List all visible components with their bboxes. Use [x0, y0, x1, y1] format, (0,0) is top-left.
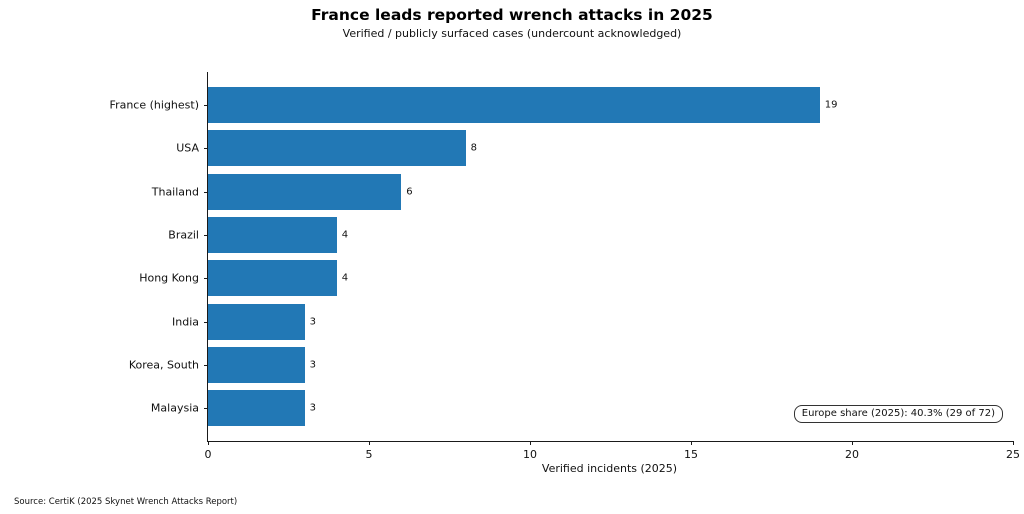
bar-row: Thailand 6: [152, 173, 1013, 210]
bar-row: Korea, South 3: [129, 346, 1013, 383]
y-axis-tick: [204, 321, 208, 323]
chart-title: France leads reported wrench attacks in …: [311, 6, 713, 24]
x-axis-label: Verified incidents (2025): [541, 462, 678, 475]
bar: [208, 260, 337, 297]
bar: [208, 216, 337, 253]
y-axis-tick: [204, 364, 208, 366]
bar-value-label: 4: [341, 272, 349, 284]
source-note: Source: CertiK (2025 Skynet Wrench Attac…: [14, 497, 238, 507]
bar: [208, 173, 402, 210]
y-axis-tick: [204, 191, 208, 193]
category-label: Thailand: [151, 185, 199, 199]
x-axis-tick: [852, 441, 854, 445]
bar-value-label: 3: [309, 359, 316, 371]
bar-value-label: 19: [824, 99, 838, 111]
x-tick-label: 0: [204, 448, 212, 461]
x-tick-label: 20: [845, 448, 859, 461]
category-label: Hong Kong: [139, 271, 199, 285]
y-axis-tick: [204, 234, 208, 237]
x-tick-label: 15: [684, 448, 698, 461]
x-axis-tick: [1013, 441, 1015, 445]
x-axis-tick: [369, 441, 371, 445]
bar-value-label: 4: [341, 229, 349, 241]
category-label: Malaysia: [150, 401, 199, 415]
x-tick-label: 10: [523, 448, 537, 461]
x-tick-label: 25: [1006, 448, 1020, 461]
bar-row: France (highest) 19: [110, 87, 1013, 123]
x-axis-tick: [691, 441, 693, 445]
bar-value-label: 3: [309, 316, 316, 327]
category-label: Korea, South: [128, 358, 199, 372]
category-label: India: [172, 315, 199, 328]
bar-row: Hong Kong 4: [139, 260, 1013, 297]
plot-area: France (highest) 19 USA 8 Thailand 6 Brazil 4 Ho…: [110, 72, 1020, 461]
bar-row: India 3: [172, 303, 1013, 340]
bar: [208, 130, 466, 167]
bar-row: USA 8: [176, 130, 1013, 167]
category-label: France (highest): [109, 98, 199, 112]
x-axis-tick: [208, 441, 210, 445]
bar: [208, 303, 305, 340]
y-axis-tick: [204, 408, 208, 410]
x-tick-label: 5: [365, 448, 373, 461]
bar: [208, 87, 820, 123]
annotation-box: Europe share (2025): 40.3% (29 of 72): [793, 405, 1003, 423]
bar-row: Brazil 4: [168, 216, 1013, 253]
bar-row: Malaysia 3: [151, 390, 1013, 427]
bar: [208, 346, 305, 383]
bar-value-label: 3: [309, 402, 316, 414]
y-axis-tick: [204, 148, 208, 150]
bar-value-label: 8: [470, 142, 477, 154]
category-label: Brazil: [168, 228, 199, 242]
y-axis-tick: [204, 105, 208, 107]
chart-subtitle: Verified / publicly surfaced cases (unde…: [342, 27, 682, 40]
y-axis-tick: [204, 278, 208, 280]
category-label: USA: [176, 141, 199, 155]
bar: [208, 390, 305, 427]
bar-value-label: 6: [406, 186, 413, 198]
x-axis-tick: [530, 441, 532, 445]
